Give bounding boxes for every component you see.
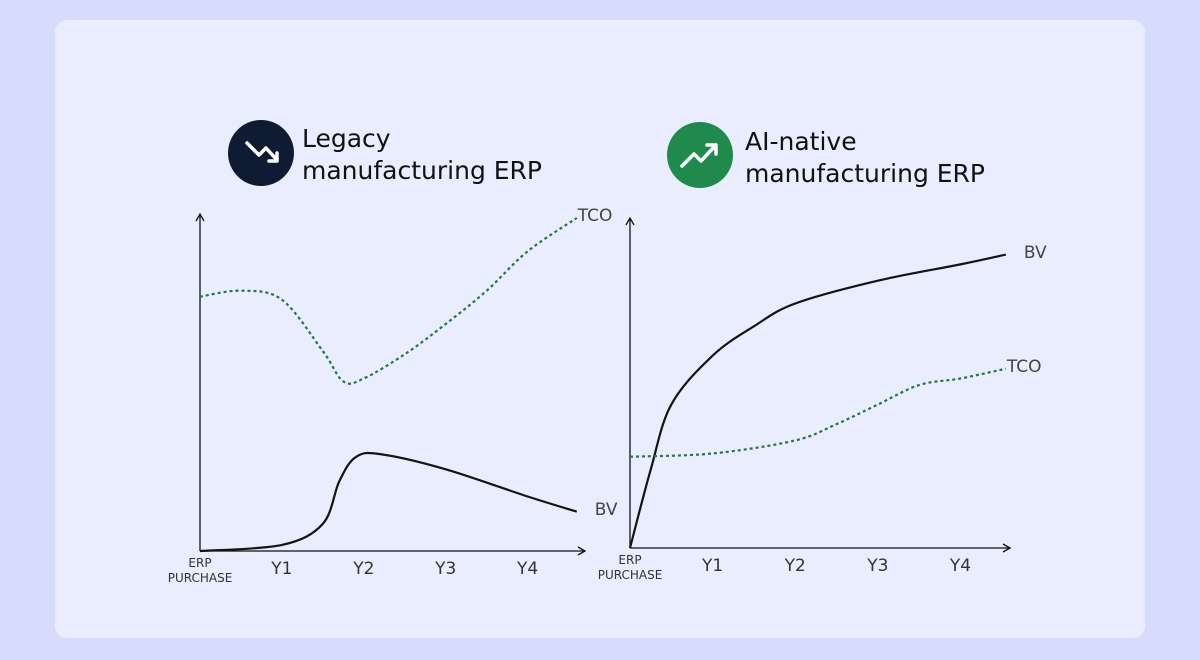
- ai-icon: [667, 122, 733, 188]
- chart-title: Legacy manufacturing ERP: [302, 124, 543, 185]
- x-tick-label: Y4: [949, 556, 972, 576]
- x-tick-label: Y1: [271, 559, 293, 579]
- x-tick-label: ERP PURCHASE: [167, 556, 233, 585]
- down-arrow-icon: [245, 141, 279, 163]
- series-line: [629, 367, 1007, 458]
- x-tick-label: Y3: [867, 556, 889, 576]
- x-tick-label: ERP PURCHASE: [597, 553, 663, 582]
- series-label: BV: [1023, 242, 1047, 263]
- x-tick-label: Y3: [435, 559, 457, 579]
- series-label: TCO: [1006, 356, 1042, 377]
- x-tick-label: Y1: [701, 556, 724, 576]
- x-tick-label: Y2: [784, 556, 806, 576]
- x-tick-label: Y4: [517, 559, 539, 579]
- x-tick-label: Y2: [353, 559, 375, 579]
- card: [55, 20, 1145, 638]
- series-line: [199, 451, 578, 553]
- series-line: [199, 217, 578, 385]
- up-arrow-icon: [680, 143, 718, 168]
- chart-title: AI-native manufacturing ERP: [745, 127, 986, 188]
- series-line: [628, 253, 1007, 549]
- series-label: TCO: [577, 206, 613, 226]
- series-label: BV: [594, 499, 618, 520]
